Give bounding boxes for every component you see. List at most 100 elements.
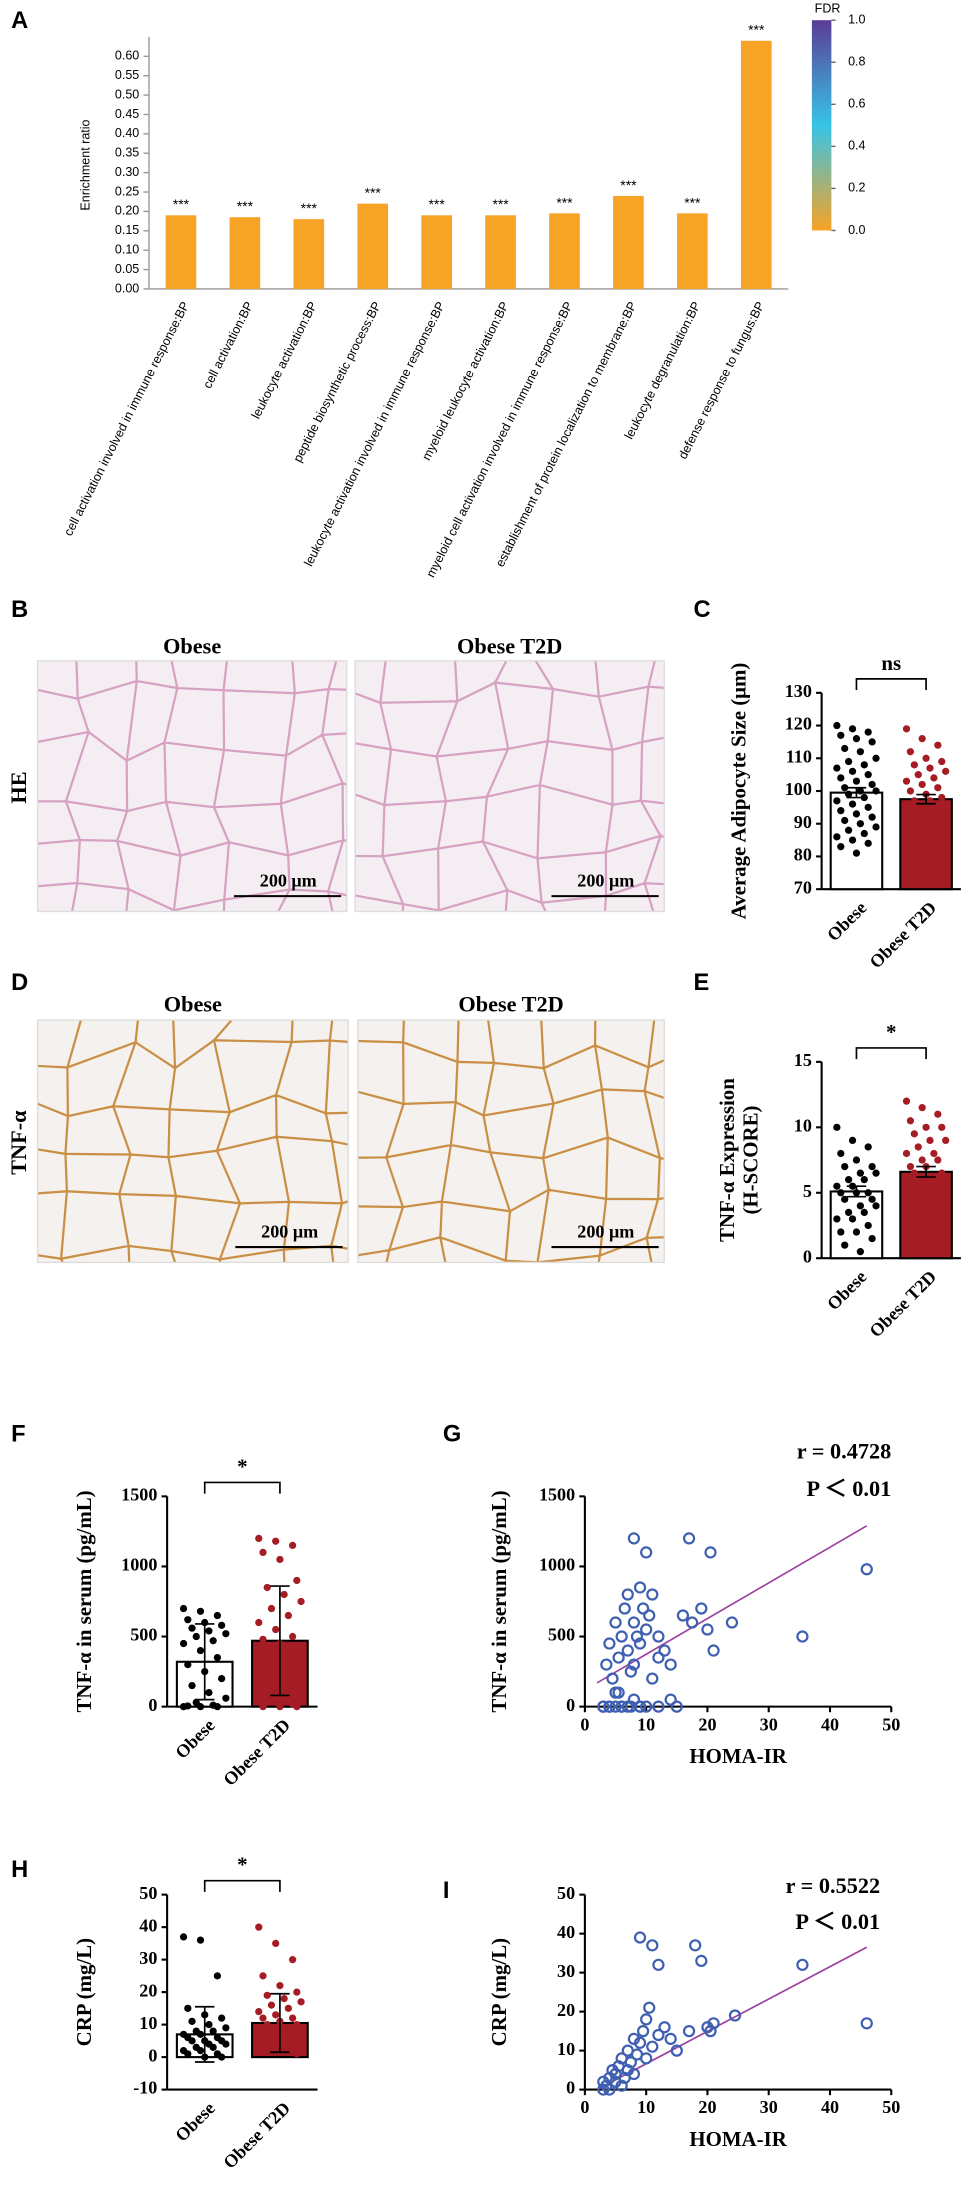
data-point xyxy=(864,1221,872,1230)
significance-label: *** xyxy=(365,185,382,201)
data-point xyxy=(701,1623,714,1636)
y-tick-label: 0.35 xyxy=(115,146,139,160)
data-point xyxy=(707,2017,720,2030)
data-point xyxy=(259,1972,267,1980)
data-point xyxy=(297,2027,305,2035)
data-point xyxy=(218,2053,226,2061)
data-point xyxy=(288,1956,297,1964)
data-point xyxy=(643,2001,656,2014)
significance-label: *** xyxy=(684,194,701,210)
data-point xyxy=(624,2056,637,2069)
data-point xyxy=(188,1681,196,1690)
data-point xyxy=(848,1136,857,1145)
data-point xyxy=(856,1248,864,1256)
colorbar-tick-label: 0.0 xyxy=(848,223,865,237)
data-point xyxy=(184,2004,192,2012)
data-point xyxy=(864,803,872,811)
panel-label: F xyxy=(11,1421,25,1447)
data-point xyxy=(938,1215,946,1223)
y-tick-label: 30 xyxy=(139,1948,157,1968)
data-point xyxy=(259,1703,267,1711)
data-point xyxy=(222,2024,230,2032)
data-point xyxy=(179,1639,188,1648)
y-tick-label: -10 xyxy=(133,2078,157,2098)
significance-label: ns xyxy=(881,651,901,675)
data-point xyxy=(938,757,946,766)
row-label: TNF-α xyxy=(6,1110,31,1175)
data-point xyxy=(868,780,876,789)
data-point xyxy=(627,1616,641,1629)
data-point xyxy=(263,2020,271,2029)
micrograph-frame xyxy=(36,660,348,913)
data-point xyxy=(179,1933,188,1941)
data-point xyxy=(280,1660,288,1669)
data-point xyxy=(910,761,918,769)
data-point xyxy=(856,787,864,795)
data-point xyxy=(848,725,857,733)
significance-label: * xyxy=(237,1454,247,1478)
data-point xyxy=(864,1189,872,1197)
y-axis-label: TNF-α in serum (pg/mL) xyxy=(487,1490,511,1712)
data-point xyxy=(267,1674,276,1683)
data-point xyxy=(848,800,857,808)
data-point xyxy=(864,839,872,847)
significance-bracket xyxy=(855,678,927,691)
x-tick-label: Obese xyxy=(171,2098,219,2146)
data-point xyxy=(833,833,841,841)
data-point xyxy=(914,1182,922,1190)
data-point xyxy=(297,1597,305,1606)
data-point xyxy=(695,1602,708,1615)
data-point xyxy=(934,1195,942,1203)
data-point xyxy=(934,1156,942,1164)
y-tick-label: 0.25 xyxy=(115,184,139,198)
micrograph xyxy=(37,1020,349,1263)
data-point xyxy=(872,787,880,795)
x-tick-label: Obese T2D xyxy=(219,2098,294,2173)
data-point xyxy=(930,774,938,782)
error-bar xyxy=(194,2005,215,2063)
data-point xyxy=(918,1156,926,1164)
data-point xyxy=(196,1936,205,1944)
y-axis-label: CRP (mg/L) xyxy=(72,1938,96,2046)
data-point xyxy=(934,1110,942,1118)
x-tick-label: cell activation involved in immune respo… xyxy=(61,299,192,538)
data-point xyxy=(848,767,857,775)
data-point xyxy=(218,2014,226,2022)
trendline xyxy=(596,1525,868,1684)
data-point xyxy=(848,836,857,844)
data-point xyxy=(930,1182,938,1190)
data-point xyxy=(293,1988,301,1996)
data-point xyxy=(910,1228,918,1236)
data-point xyxy=(837,1149,845,1158)
data-point xyxy=(918,780,926,789)
data-point xyxy=(938,1123,946,1131)
micrograph xyxy=(357,1020,665,1263)
data-point xyxy=(930,1149,938,1158)
y-tick-label: 0.30 xyxy=(115,165,139,179)
y-tick-label: 130 xyxy=(785,681,812,701)
data-point xyxy=(630,1630,644,1643)
data-point xyxy=(833,764,841,772)
data-point xyxy=(640,1546,653,1559)
data-point xyxy=(293,1646,301,1655)
data-point xyxy=(222,1694,230,1702)
data-point xyxy=(906,1117,915,1125)
data-point xyxy=(938,793,946,802)
data-point xyxy=(218,1621,226,1629)
data-point xyxy=(218,1674,226,1683)
data-point xyxy=(942,1176,950,1184)
data-point xyxy=(263,1653,271,1662)
data-point xyxy=(922,823,930,831)
data-point xyxy=(633,1581,647,1594)
data-point xyxy=(833,1182,841,1190)
data-point xyxy=(833,797,841,805)
data-point xyxy=(872,1202,880,1210)
data-point xyxy=(627,1532,641,1545)
data-point xyxy=(621,1700,634,1713)
y-tick-label: 0.60 xyxy=(115,49,139,63)
data-point xyxy=(297,1667,305,1676)
data-point xyxy=(833,1215,841,1223)
data-point xyxy=(272,2011,280,2019)
x-tick-label: 0 xyxy=(580,2097,589,2117)
